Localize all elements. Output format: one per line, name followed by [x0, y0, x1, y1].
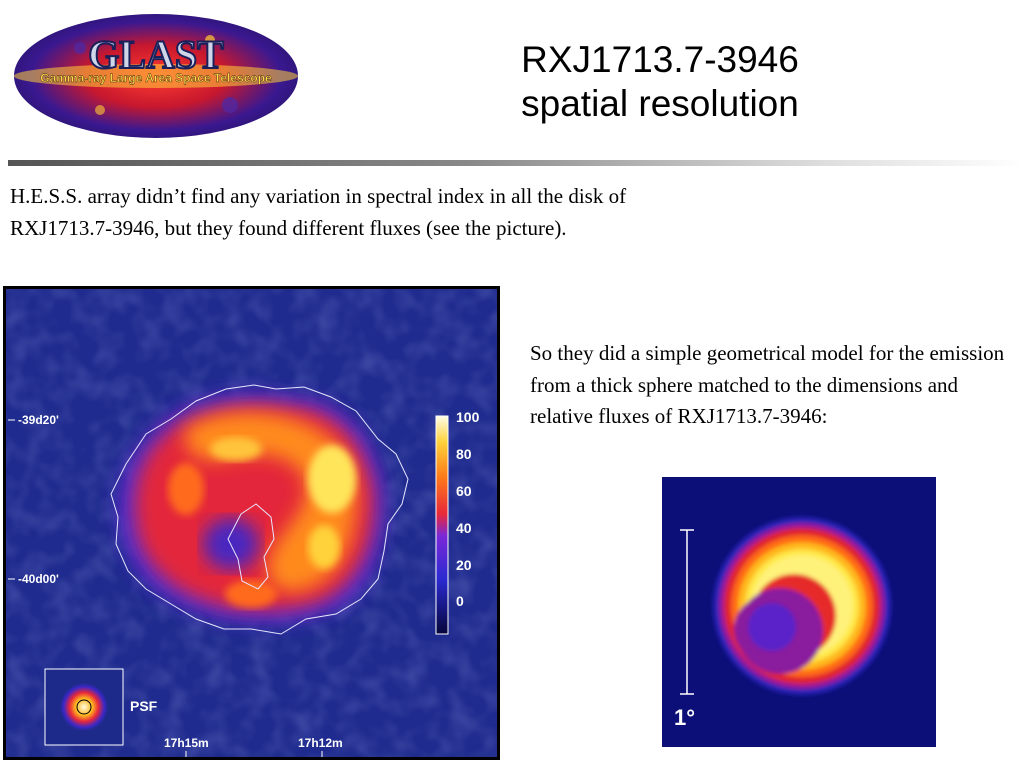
title-divider: [8, 160, 1024, 166]
ra-label-2: 17h12m: [298, 736, 343, 750]
colorbar-tick-80: 80: [456, 446, 472, 462]
colorbar-tick-60: 60: [456, 483, 472, 499]
model-scale-bar: [680, 529, 694, 695]
model-scale-label: 1°: [674, 705, 695, 730]
glast-logo-subtitle: Gamma-ray Large Area Space Telescope: [40, 71, 272, 85]
paragraph-model: So they did a simple geometrical model f…: [530, 341, 1005, 428]
hess-image-frame: 100 80 60 40 20 0 -39d20' -40d00' 17h15m…: [3, 286, 500, 760]
dec-label-1: -39d20': [18, 413, 59, 427]
hess-colorbar: [435, 415, 449, 635]
paragraph-hess: H.E.S.S. array didn’t find any variation…: [10, 184, 627, 240]
colorbar-tick-0: 0: [456, 593, 464, 609]
hess-remnant-emission: [118, 392, 385, 623]
hess-contour-outer: [110, 384, 409, 635]
slide-title-line2: spatial resolution: [521, 83, 799, 124]
hess-sky-map: 100 80 60 40 20 0 -39d20' -40d00' 17h15m…: [6, 289, 497, 757]
ra-label-1: 17h15m: [164, 736, 209, 750]
dec-label-2: -40d00': [18, 572, 59, 586]
hess-contour-inner: [227, 503, 275, 590]
glast-logo-icon: GLAST Gamma-ray Large Area Space Telesco…: [14, 14, 298, 138]
slide-title: RXJ1713.7-3946 spatial resolution: [420, 38, 900, 126]
colorbar-tick-100: 100: [456, 409, 480, 425]
colorbar-tick-20: 20: [456, 557, 472, 573]
colorbar-tick-40: 40: [456, 520, 472, 536]
model-sphere-map: 1°: [662, 477, 936, 747]
slide-title-line1: RXJ1713.7-3946: [521, 39, 799, 80]
glast-logo-text: GLAST: [88, 32, 224, 77]
model-shell-emission: [713, 517, 891, 695]
psf-label: PSF: [130, 698, 158, 714]
